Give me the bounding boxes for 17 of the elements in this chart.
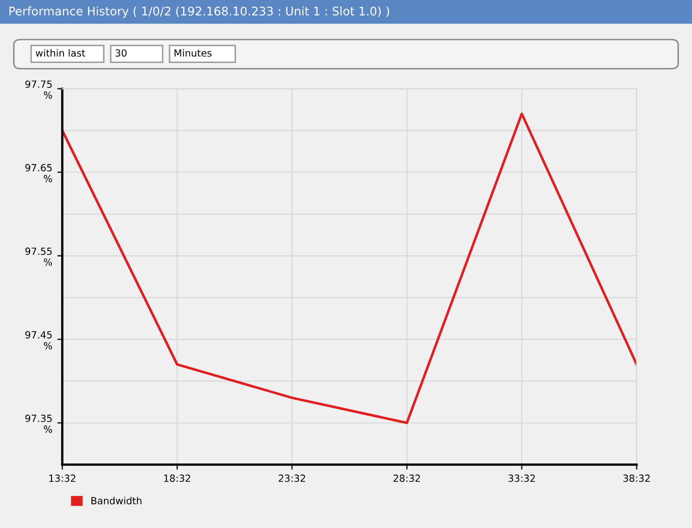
y-tick-label: 97.55 % [25,248,52,266]
text: 30 [116,49,127,57]
x-tick-label: 33:32 [508,474,535,482]
y-tick-label: 97.45 % [25,331,52,350]
y-tick-label: 97.35 % [25,414,52,433]
chart-title: Performance History ( 1/0/2 (192.168.10.233 : Unit 1 : Slot 1.0) ) [9,6,390,18]
x-tick-label: 18:32 [164,474,190,482]
x-tick-label: 38:32 [623,474,650,482]
x-tick-label: 13:32 [49,474,76,482]
x-tick-label: 28:32 [394,474,420,482]
line-series [62,112,637,424]
legend-label: Bandwidth [91,496,142,504]
y-tick-label: 97.75 % [25,80,52,99]
text: Minutes [174,49,212,57]
x-tick-label: 23:32 [278,474,306,482]
text: within last [36,49,86,57]
y-tick-label: 97.65 % [25,164,52,182]
